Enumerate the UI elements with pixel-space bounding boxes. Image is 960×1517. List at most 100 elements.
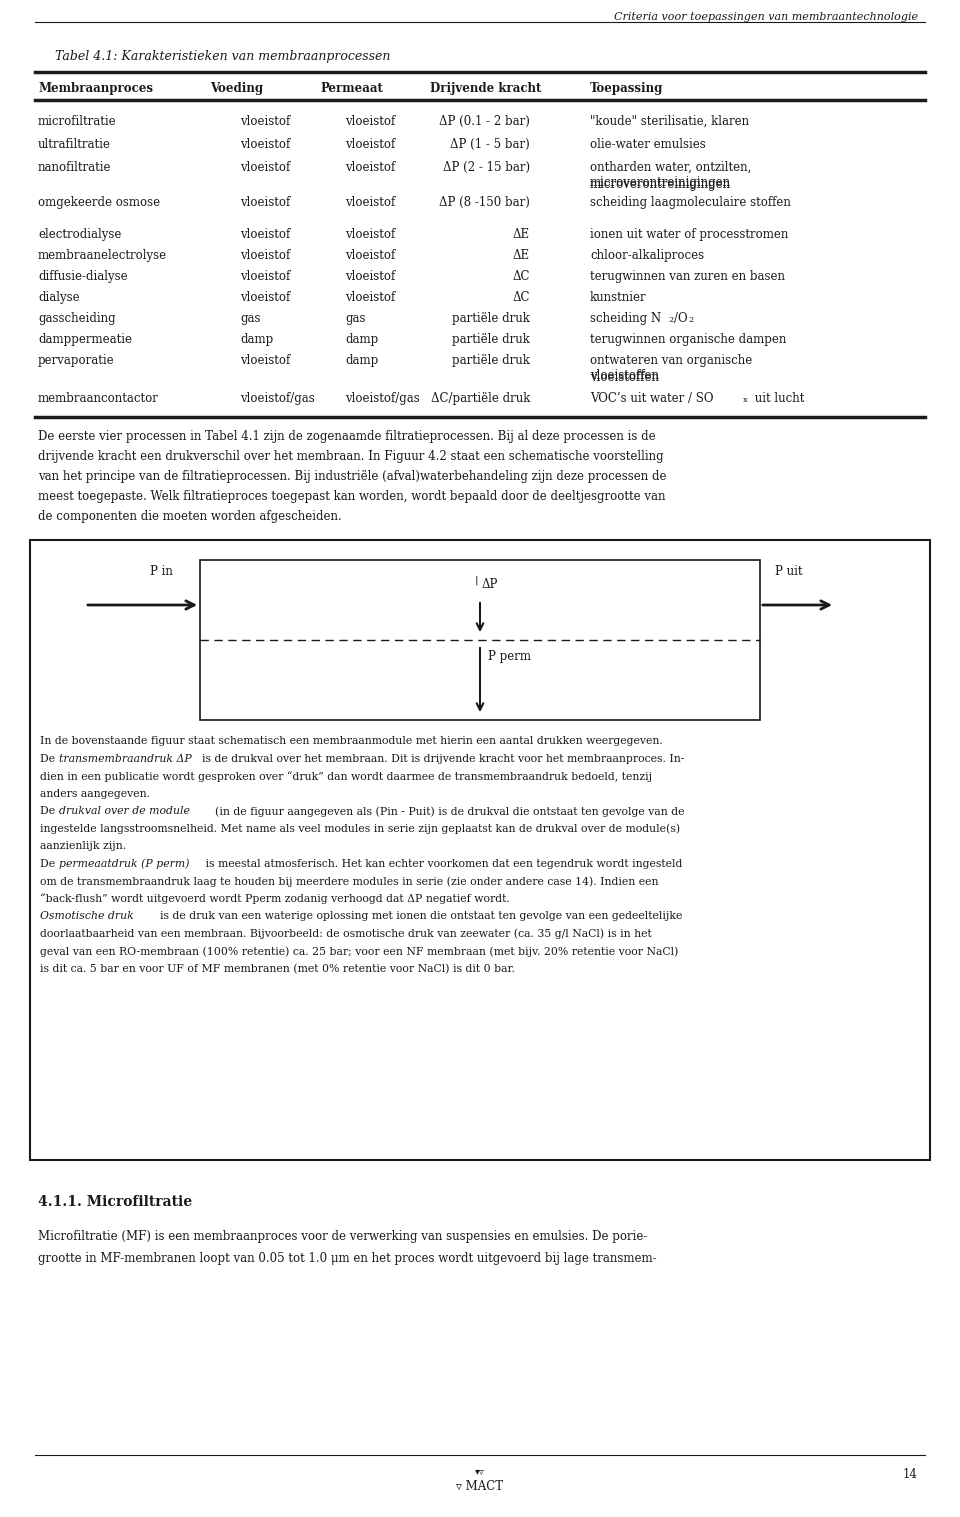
Text: gasscheiding: gasscheiding: [38, 313, 115, 325]
Text: P in: P in: [150, 564, 173, 578]
Text: x: x: [743, 396, 748, 404]
Text: 4.1.1. Microfiltratie: 4.1.1. Microfiltratie: [38, 1195, 192, 1209]
Text: vloeistof: vloeistof: [345, 161, 396, 174]
Text: 14: 14: [903, 1468, 918, 1481]
Text: de componenten die moeten worden afgescheiden.: de componenten die moeten worden afgesch…: [38, 510, 342, 523]
Text: De eerste vier processen in Tabel 4.1 zijn de zogenaamde filtratieprocessen. Bij: De eerste vier processen in Tabel 4.1 zi…: [38, 429, 656, 443]
Text: is dit ca. 5 bar en voor UF of MF membranen (met 0% retentie voor NaCl) is dit 0: is dit ca. 5 bar en voor UF of MF membra…: [40, 963, 515, 974]
Text: ingestelde langsstroomsnelheid. Met name als veel modules in serie zijn geplaats: ingestelde langsstroomsnelheid. Met name…: [40, 824, 680, 834]
Text: microfiltratie: microfiltratie: [38, 115, 116, 127]
Text: ultrafiltratie: ultrafiltratie: [38, 138, 110, 152]
Text: vloeistof: vloeistof: [240, 196, 290, 209]
Text: dien in een publicatie wordt gesproken over “druk” dan wordt daarmee de transmem: dien in een publicatie wordt gesproken o…: [40, 771, 652, 781]
Text: P uit: P uit: [775, 564, 803, 578]
Text: P perm: P perm: [488, 649, 531, 663]
Text: ΔP (1 - 5 bar): ΔP (1 - 5 bar): [450, 138, 530, 152]
Text: terugwinnen van zuren en basen: terugwinnen van zuren en basen: [590, 270, 785, 284]
Text: vloeistof: vloeistof: [240, 270, 290, 284]
Text: transmembraandruk ΔP: transmembraandruk ΔP: [59, 754, 192, 763]
Text: is meestal atmosferisch. Het kan echter voorkomen dat een tegendruk wordt ingest: is meestal atmosferisch. Het kan echter …: [202, 859, 683, 869]
Text: scheiding laagmoleculaire stoffen: scheiding laagmoleculaire stoffen: [590, 196, 791, 209]
Text: scheiding N: scheiding N: [590, 313, 661, 325]
Text: geval van een RO-membraan (100% retentie) ca. 25 bar; voor een NF membraan (met : geval van een RO-membraan (100% retentie…: [40, 947, 679, 957]
Text: vloeistof: vloeistof: [345, 249, 396, 262]
Text: Microfiltratie (MF) is een membraanproces voor de verwerking van suspensies en e: Microfiltratie (MF) is een membraanproce…: [38, 1230, 647, 1242]
Text: Toepassing: Toepassing: [590, 82, 663, 96]
Text: vloeistof: vloeistof: [240, 228, 290, 241]
Text: doorlaatbaarheid van een membraan. Bijvoorbeeld: de osmotische druk van zeewater: doorlaatbaarheid van een membraan. Bijvo…: [40, 928, 652, 939]
Text: damp: damp: [345, 334, 378, 346]
Text: Criteria voor toepassingen van membraantechnologie: Criteria voor toepassingen van membraant…: [613, 12, 918, 23]
Text: vloeistof: vloeistof: [240, 115, 290, 127]
Text: ▾▿: ▾▿: [475, 1468, 485, 1478]
Text: De: De: [40, 806, 59, 816]
Text: /O: /O: [674, 313, 687, 325]
Text: permeaatdruk (P perm): permeaatdruk (P perm): [59, 859, 189, 869]
Text: vloeistof: vloeistof: [345, 138, 396, 152]
Text: Membraanproces: Membraanproces: [38, 82, 153, 96]
Text: olie-water emulsies: olie-water emulsies: [590, 138, 706, 152]
Text: is de druk van een waterige oplossing met ionen die ontstaat ten gevolge van een: is de druk van een waterige oplossing me…: [153, 912, 683, 921]
Text: ΔP (8 -150 bar): ΔP (8 -150 bar): [439, 196, 530, 209]
Text: vloeistof: vloeistof: [345, 196, 396, 209]
Bar: [200, 560, 760, 721]
Text: |: |: [475, 575, 479, 584]
Text: vloeistoffen: vloeistoffen: [590, 372, 659, 384]
Text: microverontreinigingen: microverontreinigingen: [590, 177, 732, 191]
Text: ΔP (2 - 15 bar): ΔP (2 - 15 bar): [443, 161, 530, 174]
Text: partiële druk: partiële druk: [452, 334, 530, 346]
Text: vloeistof: vloeistof: [240, 138, 290, 152]
Text: ΔC/partiële druk: ΔC/partiële druk: [431, 391, 530, 405]
Text: vloeistof: vloeistof: [345, 291, 396, 303]
Text: aanzienlijk zijn.: aanzienlijk zijn.: [40, 840, 126, 851]
Text: De: De: [40, 754, 59, 763]
Text: chloor-alkaliproces: chloor-alkaliproces: [590, 249, 704, 262]
Text: ΔC: ΔC: [513, 270, 530, 284]
Text: electrodialyse: electrodialyse: [38, 228, 121, 241]
Text: vloeistof: vloeistof: [345, 270, 396, 284]
Text: dialyse: dialyse: [38, 291, 80, 303]
Text: ionen uit water of processtromen: ionen uit water of processtromen: [590, 228, 788, 241]
Text: membraancontactor: membraancontactor: [38, 391, 158, 405]
Text: 2: 2: [688, 316, 693, 325]
Text: vloeistof: vloeistof: [240, 353, 290, 367]
Text: ▿ MACT: ▿ MACT: [456, 1481, 504, 1493]
Text: vloeistof: vloeistof: [345, 228, 396, 241]
Text: van het principe van de filtratieprocessen. Bij industriële (afval)waterbehandel: van het principe van de filtratieprocess…: [38, 470, 666, 482]
Text: vloeistof: vloeistof: [240, 249, 290, 262]
Text: ΔP (0.1 - 2 bar): ΔP (0.1 - 2 bar): [439, 115, 530, 127]
Text: anders aangegeven.: anders aangegeven.: [40, 789, 150, 798]
Text: membraanelectrolyse: membraanelectrolyse: [38, 249, 167, 262]
Text: partiële druk: partiële druk: [452, 313, 530, 325]
Text: pervaporatie: pervaporatie: [38, 353, 114, 367]
Text: nanofiltratie: nanofiltratie: [38, 161, 111, 174]
Text: In de bovenstaande figuur staat schematisch een membraanmodule met hierin een aa: In de bovenstaande figuur staat schemati…: [40, 736, 662, 746]
Text: gas: gas: [240, 313, 260, 325]
Text: om de transmembraandruk laag te houden bij meerdere modules in serie (zie onder : om de transmembraandruk laag te houden b…: [40, 875, 659, 886]
Text: vloeistof: vloeistof: [240, 161, 290, 174]
Text: diffusie-dialyse: diffusie-dialyse: [38, 270, 128, 284]
Text: “back-flush” wordt uitgevoerd wordt Pperm zodanig verhoogd dat ΔP negatief wordt: “back-flush” wordt uitgevoerd wordt Pper…: [40, 894, 510, 904]
Text: damppermeatie: damppermeatie: [38, 334, 132, 346]
Text: Permeaat: Permeaat: [320, 82, 383, 96]
Text: vloeistof: vloeistof: [345, 115, 396, 127]
Text: vloeistof: vloeistof: [240, 291, 290, 303]
Text: kunstnier: kunstnier: [590, 291, 647, 303]
Text: ontwateren van organische
vloeistoffen: ontwateren van organische vloeistoffen: [590, 353, 753, 382]
Text: Voeding: Voeding: [210, 82, 263, 96]
Text: terugwinnen organische dampen: terugwinnen organische dampen: [590, 334, 786, 346]
Text: ΔE: ΔE: [513, 228, 530, 241]
Text: drukval over de module: drukval over de module: [59, 806, 190, 816]
Text: ΔE: ΔE: [513, 249, 530, 262]
Text: (in de figuur aangegeven als (Pin - Puit) is de drukval die ontstaat ten gevolge: (in de figuur aangegeven als (Pin - Puit…: [208, 806, 684, 816]
Text: ΔP: ΔP: [482, 578, 498, 592]
Text: gas: gas: [345, 313, 366, 325]
Text: meest toegepaste. Welk filtratieproces toegepast kan worden, wordt bepaald door : meest toegepaste. Welk filtratieproces t…: [38, 490, 665, 504]
Bar: [30, 540, 930, 1161]
Text: vloeistof/gas: vloeistof/gas: [345, 391, 420, 405]
Text: ΔC: ΔC: [513, 291, 530, 303]
Text: "koude" sterilisatie, klaren: "koude" sterilisatie, klaren: [590, 115, 749, 127]
Text: drijvende kracht een drukverschil over het membraan. In Figuur 4.2 staat een sch: drijvende kracht een drukverschil over h…: [38, 451, 663, 463]
Text: omgekeerde osmose: omgekeerde osmose: [38, 196, 160, 209]
Text: VOC’s uit water / SO: VOC’s uit water / SO: [590, 391, 713, 405]
